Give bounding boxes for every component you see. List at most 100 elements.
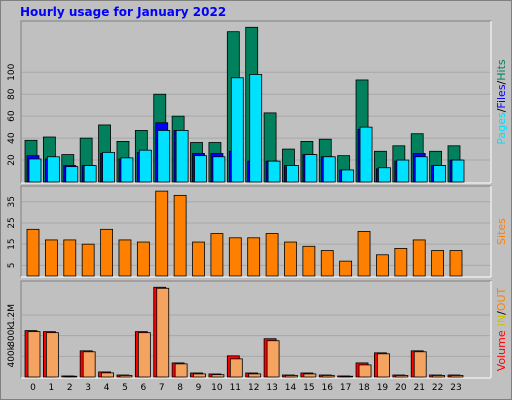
bar [173, 194, 187, 277]
x-tick-label: 13 [266, 383, 277, 393]
x-tick-label: 3 [85, 383, 91, 393]
y-tick-label: 100 [7, 63, 17, 80]
bar [83, 165, 97, 183]
bar [376, 254, 389, 277]
bar [449, 250, 463, 277]
bar [395, 375, 409, 378]
y-tick-label: 35 [7, 196, 17, 207]
x-tick-label: 16 [322, 383, 334, 393]
x-tick-label: 11 [230, 383, 241, 393]
y-tick-label: 400k [7, 344, 17, 367]
bar [321, 375, 335, 378]
bar [286, 165, 299, 183]
bar [378, 167, 391, 183]
bar [340, 375, 354, 378]
x-tick-label: 22 [432, 383, 443, 393]
x-tick-label: 9 [196, 383, 202, 393]
bar [394, 248, 408, 277]
bar [433, 165, 447, 183]
bar [65, 166, 79, 183]
y-tick-label: 20 [7, 154, 17, 166]
x-tick-label: 7 [159, 383, 165, 393]
bar [194, 155, 207, 183]
bar [247, 237, 261, 277]
x-tick-label: 0 [30, 383, 36, 393]
legend-entry: OUT [495, 287, 508, 311]
bar [451, 159, 465, 183]
legend-separator: / [495, 311, 508, 315]
bar [377, 353, 390, 378]
y-tick-label: 800k [7, 324, 17, 347]
x-tick-label: 4 [104, 383, 110, 393]
bar [119, 375, 133, 378]
bar [63, 239, 77, 277]
legend-entry: Files [495, 84, 508, 108]
bar [339, 260, 353, 277]
legend-separator: / [495, 108, 508, 112]
bar [174, 363, 188, 378]
bar [266, 340, 280, 378]
bar [210, 233, 224, 277]
bar [102, 151, 115, 183]
bar [322, 156, 336, 183]
bar [156, 287, 170, 378]
legend-entry: IN [495, 315, 508, 326]
legend-entry: Hits [495, 59, 508, 81]
bar [432, 375, 446, 378]
bar [414, 156, 428, 183]
x-tick-label: 6 [140, 383, 146, 393]
bar [211, 374, 225, 378]
bar [136, 241, 150, 277]
bar [27, 331, 41, 378]
y-tick-label: 40 [7, 132, 17, 144]
bar [396, 159, 410, 183]
bar [137, 332, 151, 378]
x-tick-label: 5 [122, 383, 128, 393]
bar [285, 375, 298, 378]
bar [265, 233, 279, 277]
bar [357, 231, 371, 277]
x-tick-label: 8 [177, 383, 183, 393]
bar [358, 364, 372, 378]
bar [230, 77, 244, 183]
bar [118, 239, 132, 277]
legend-separator: / [495, 80, 508, 84]
x-tick-label: 18 [358, 383, 370, 393]
y-tick-label: 60 [7, 110, 17, 122]
bar [450, 375, 464, 378]
bar [46, 156, 60, 183]
bar [302, 245, 316, 277]
bar [192, 241, 205, 277]
x-tick-label: 17 [340, 383, 351, 393]
bar [193, 373, 206, 378]
x-tick-label: 20 [395, 383, 407, 393]
bar [341, 169, 355, 183]
bar [229, 358, 243, 378]
bar [64, 375, 78, 378]
bar [249, 74, 263, 183]
x-tick-label: 15 [303, 383, 314, 393]
bar [26, 228, 40, 277]
y-tick-label: 25 [7, 217, 17, 228]
bar [100, 228, 113, 277]
x-tick-label: 2 [67, 383, 73, 393]
bar [138, 149, 152, 183]
legend-entry: Pages [495, 112, 508, 145]
x-tick-label: 23 [450, 383, 461, 393]
bar [120, 157, 134, 183]
bar [303, 373, 317, 378]
bar [45, 332, 59, 378]
x-tick-label: 12 [248, 383, 259, 393]
bar [267, 160, 281, 183]
x-tick-label: 14 [285, 383, 297, 393]
y-tick-label: 15 [7, 238, 17, 249]
bar [248, 373, 262, 378]
bar [413, 351, 427, 378]
x-tick-label: 21 [413, 383, 424, 393]
bar [157, 130, 171, 183]
bar [304, 154, 318, 183]
bar [101, 372, 114, 378]
bar [284, 241, 297, 277]
legend: Volume IN/OUT [495, 287, 508, 371]
